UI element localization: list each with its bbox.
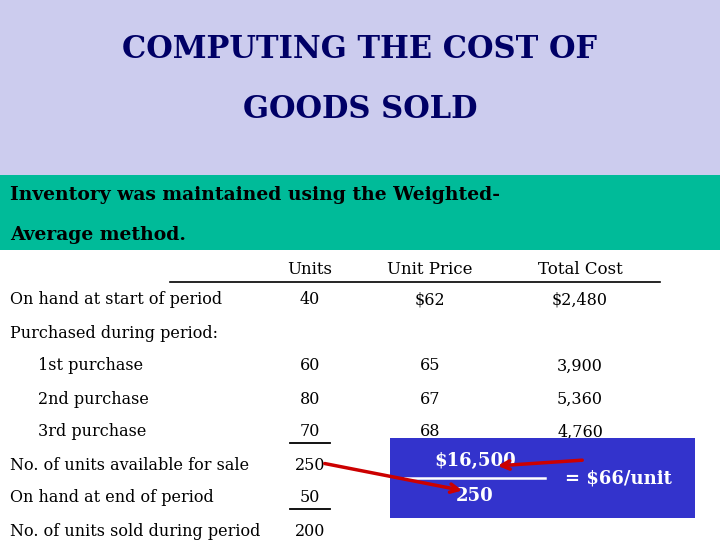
Text: COMPUTING THE COST OF: COMPUTING THE COST OF [122,35,598,65]
Text: Total Cost: Total Cost [538,261,622,279]
Text: 4,760: 4,760 [557,423,603,441]
Text: 5,360: 5,360 [557,390,603,408]
Text: Units: Units [287,261,333,279]
Text: 80: 80 [300,390,320,408]
Text: GOODS SOLD: GOODS SOLD [243,94,477,125]
Text: $16,500: $16,500 [434,452,516,470]
Text: 50: 50 [300,489,320,507]
Text: Average method.: Average method. [10,226,186,244]
Text: On hand at end of period: On hand at end of period [10,489,214,507]
Text: 250: 250 [294,456,325,474]
Bar [0,0,720,175]
FancyArrowPatch shape [502,460,582,469]
Text: 65: 65 [420,357,440,375]
Text: 3rd purchase: 3rd purchase [38,423,146,441]
Text: $2,480: $2,480 [552,292,608,308]
Text: Purchased during period:: Purchased during period: [10,325,218,341]
Text: 40: 40 [300,292,320,308]
Text: 70: 70 [300,423,320,441]
Text: 2nd purchase: 2nd purchase [38,390,149,408]
Text: 1st purchase: 1st purchase [38,357,143,375]
Text: Inventory was maintained using the Weighted-: Inventory was maintained using the Weigh… [10,186,500,204]
Text: 68: 68 [420,423,440,441]
Text: 60: 60 [300,357,320,375]
Text: 3,900: 3,900 [557,357,603,375]
Text: On hand at start of period: On hand at start of period [10,292,222,308]
Text: No. of units sold during period: No. of units sold during period [10,523,261,539]
Text: 67: 67 [420,390,440,408]
Text: $16,500: $16,500 [546,456,613,474]
Bar [390,438,695,518]
Text: 200: 200 [294,523,325,539]
FancyArrowPatch shape [325,463,459,492]
Bar [0,175,720,250]
Text: = $66/unit: = $66/unit [565,469,672,487]
Text: 250: 250 [456,487,494,505]
Text: No. of units available for sale: No. of units available for sale [10,456,249,474]
Text: $62: $62 [415,292,445,308]
Text: Unit Price: Unit Price [387,261,473,279]
